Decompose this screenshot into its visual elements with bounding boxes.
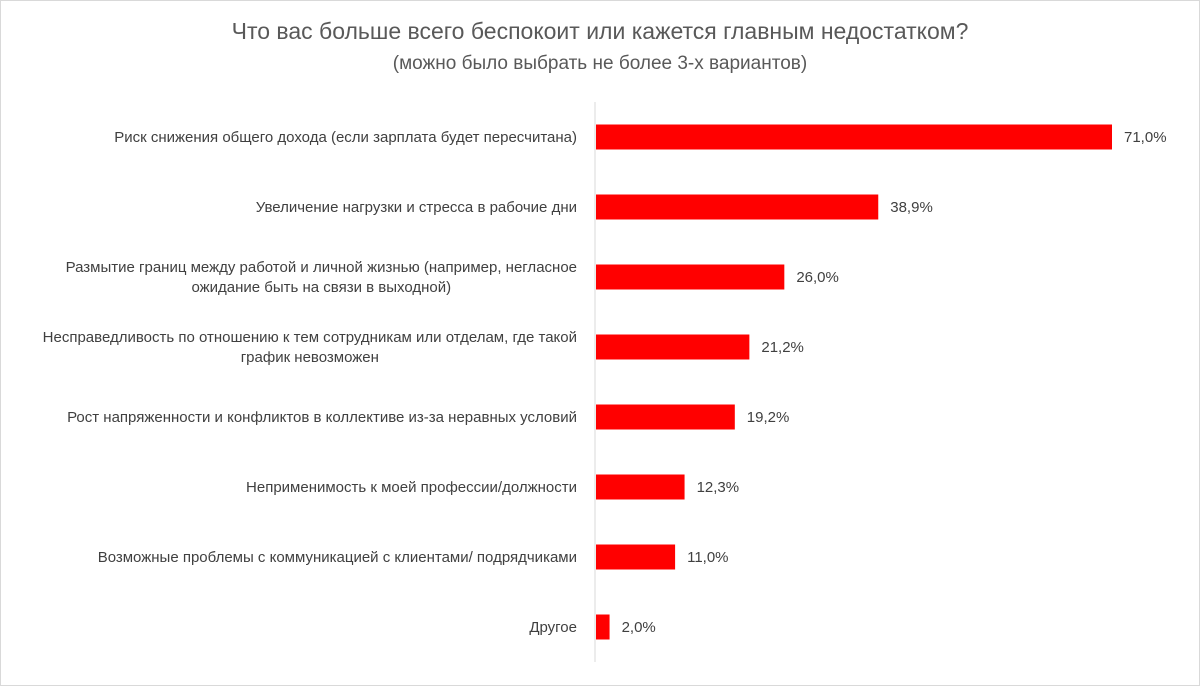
data-label: 71,0% bbox=[1124, 129, 1167, 146]
category-label: Другое bbox=[529, 619, 577, 636]
category-label: Неприменимость к моей профессии/должност… bbox=[246, 479, 577, 496]
bar bbox=[596, 404, 735, 430]
category-label: Размытие границ между работой и личной ж… bbox=[66, 259, 577, 276]
category-label: Увеличение нагрузки и стресса в рабочие … bbox=[256, 199, 577, 216]
bar bbox=[596, 194, 879, 220]
category-label: график невозможен bbox=[241, 349, 379, 366]
data-label: 38,9% bbox=[890, 199, 933, 216]
category-label: Риск снижения общего дохода (если зарпла… bbox=[114, 129, 577, 146]
data-label: 21,2% bbox=[761, 339, 804, 356]
bar bbox=[596, 614, 610, 640]
chart-subtitle: (можно было выбрать не более 3-х вариант… bbox=[392, 53, 808, 74]
data-label: 19,2% bbox=[747, 409, 790, 426]
category-label: Возможные проблемы с коммуникацией с кли… bbox=[98, 549, 577, 566]
category-label: ожидание быть на связи в выходной) bbox=[191, 279, 451, 296]
bar bbox=[596, 544, 676, 570]
data-label: 2,0% bbox=[622, 619, 656, 636]
bar bbox=[596, 124, 1112, 150]
data-label: 26,0% bbox=[796, 269, 839, 286]
category-label: Рост напряженности и конфликтов в коллек… bbox=[67, 409, 577, 426]
chart-title: Что вас больше всего беспокоит или кажет… bbox=[231, 18, 969, 44]
bar bbox=[596, 334, 750, 360]
data-label: 12,3% bbox=[697, 479, 740, 496]
data-label: 11,0% bbox=[687, 549, 728, 566]
bar bbox=[596, 474, 685, 500]
bar bbox=[596, 264, 785, 290]
category-label: Несправедливость по отношению к тем сотр… bbox=[43, 329, 577, 346]
